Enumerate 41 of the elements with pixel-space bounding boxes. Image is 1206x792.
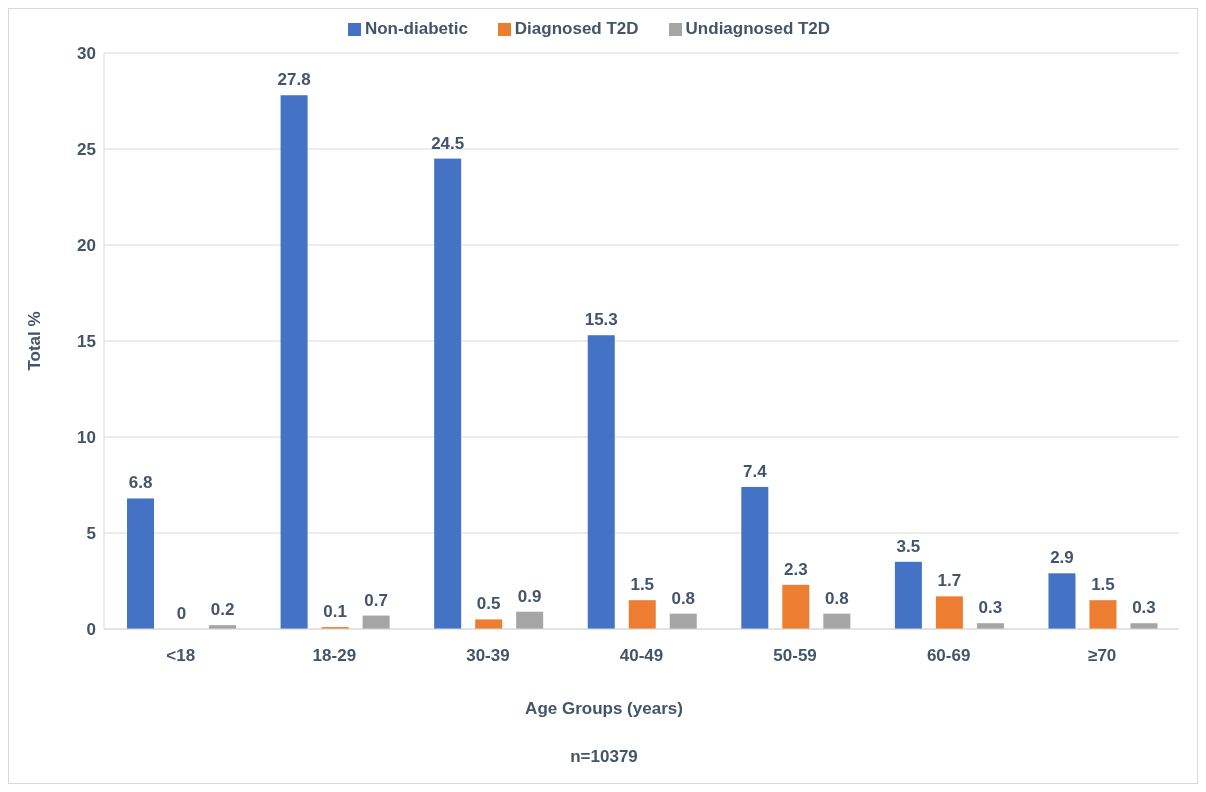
y-tick-label: 10 bbox=[77, 428, 96, 448]
legend-label: Undiagnosed T2D bbox=[685, 19, 831, 38]
data-label: 24.5 bbox=[431, 133, 465, 153]
y-tick-label: 30 bbox=[77, 44, 96, 64]
data-label: 1.7 bbox=[937, 571, 962, 591]
x-tick-label: 30-39 bbox=[466, 646, 510, 666]
data-label: 2.3 bbox=[784, 559, 808, 579]
data-label: 2.9 bbox=[1050, 548, 1074, 568]
data-label: 0 bbox=[176, 604, 187, 623]
x-tick-label: ≥70 bbox=[1088, 646, 1117, 666]
data-label: 0.3 bbox=[1132, 598, 1156, 618]
data-label: 0.7 bbox=[364, 590, 388, 610]
data-label: 0.5 bbox=[476, 594, 501, 614]
data-label: 0.9 bbox=[517, 586, 542, 606]
y-tick-label: 25 bbox=[77, 140, 96, 160]
legend-label: Non-diabetic bbox=[364, 19, 468, 38]
x-tick-label: 60-69 bbox=[926, 646, 971, 666]
text: n=10379 bbox=[569, 747, 639, 767]
y-tick-label: 0 bbox=[86, 620, 96, 640]
data-label: 15.3 bbox=[584, 310, 618, 330]
data-label: 0.8 bbox=[671, 588, 696, 608]
data-label: 1.5 bbox=[1091, 575, 1115, 595]
y-tick-label: 15 bbox=[77, 332, 96, 352]
y-tick-label: 20 bbox=[77, 236, 96, 256]
data-label: 3.5 bbox=[896, 536, 921, 556]
data-label: 0.8 bbox=[825, 588, 849, 608]
y-tick-label: 5 bbox=[86, 524, 96, 544]
data-label: 0.2 bbox=[210, 600, 235, 620]
data-label: 0.3 bbox=[978, 598, 1003, 618]
x-axis-title: Age Groups (years) bbox=[524, 699, 684, 719]
data-label: 27.8 bbox=[277, 70, 311, 90]
x-tick-label: 18-29 bbox=[312, 646, 357, 666]
data-label: 6.8 bbox=[128, 473, 153, 493]
x-tick-label: 40-49 bbox=[619, 646, 664, 666]
x-tick-label: <18 bbox=[166, 646, 196, 666]
data-label: 7.4 bbox=[743, 461, 768, 481]
x-tick-label: 50-59 bbox=[773, 646, 817, 666]
data-label: 0.1 bbox=[323, 602, 347, 622]
legend-label: Diagnosed T2D bbox=[514, 19, 639, 38]
y-axis-title: Total % bbox=[25, 311, 45, 371]
data-label: 1.5 bbox=[630, 575, 655, 595]
